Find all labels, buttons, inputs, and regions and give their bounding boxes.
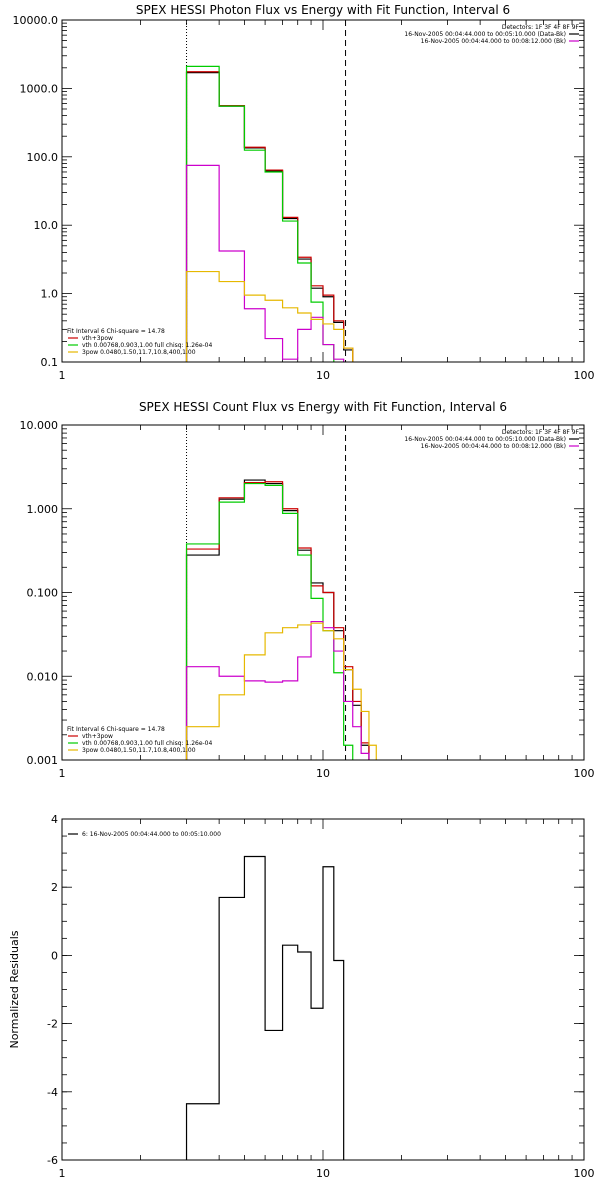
series-line-2 bbox=[185, 71, 354, 362]
y-tick-label: 10000.0 bbox=[13, 14, 59, 27]
chart-title: SPEX HESSI Photon Flux vs Energy with Fi… bbox=[136, 3, 510, 17]
series-line-3 bbox=[185, 482, 354, 760]
series-line-5 bbox=[185, 622, 377, 760]
legend-entry-right: 16-Nov-2005 00:04:44.000 to 00:08:12.000… bbox=[421, 443, 566, 450]
series-line-1 bbox=[185, 479, 370, 760]
x-tick-label: 10 bbox=[316, 369, 330, 382]
series-line-1 bbox=[185, 855, 345, 1160]
y-tick-label: -6 bbox=[47, 1154, 58, 1167]
x-tick-label: 1 bbox=[59, 1167, 66, 1180]
legend-entry-right: Detectors: 1F 3F 4F 8F 9F bbox=[502, 429, 580, 436]
plot-frame bbox=[61, 19, 585, 363]
y-tick-label: 1.0 bbox=[41, 288, 59, 301]
series-line-4 bbox=[185, 620, 370, 760]
y-tick-label: 2 bbox=[51, 881, 58, 894]
x-tick-label: 1 bbox=[59, 369, 66, 382]
y-tick-label: 1000.0 bbox=[20, 82, 59, 95]
legend-entry-left: 3pow 0.0480,1.50,11.7,10.8,400,1.00 bbox=[82, 747, 196, 754]
plot-frame bbox=[61, 424, 585, 761]
legend-entry-left: Fit Interval 6 Chi-square = 14.78 bbox=[67, 726, 165, 733]
series-line-5 bbox=[185, 270, 354, 362]
x-tick-label: 100 bbox=[574, 369, 595, 382]
y-tick-label: 1.000 bbox=[27, 503, 59, 516]
legend-entry-left: vth+3pow bbox=[82, 335, 113, 342]
y-tick-label: 0.001 bbox=[27, 754, 59, 767]
y-tick-label: 0.010 bbox=[27, 670, 59, 683]
y-tick-label: 10.000 bbox=[20, 419, 59, 432]
series-line-4 bbox=[185, 164, 345, 362]
legend-entry-right: 16-Nov-2005 00:04:44.000 to 00:05:10.000… bbox=[404, 31, 566, 38]
chart-panel-3: 1 10 100 -6 -4 -2 0 2 4 Normalized Residuals 6: 16… bbox=[8, 813, 595, 1180]
y-tick-label: -2 bbox=[47, 1018, 58, 1031]
chart-title: SPEX HESSI Count Flux vs Energy with Fit… bbox=[139, 400, 507, 414]
x-tick-label: 10 bbox=[316, 1167, 330, 1180]
chart-panel-1: SPEX HESSI Photon Flux vs Energy with Fi… bbox=[13, 3, 595, 382]
plot-frame bbox=[61, 818, 585, 1161]
y-tick-label: 100.0 bbox=[27, 151, 59, 164]
legend-entry-left: 6: 16-Nov-2005 00:04:44.000 to 00:05:10.… bbox=[82, 831, 221, 838]
y-axis-label: Normalized Residuals bbox=[8, 930, 21, 1048]
legend-entry-left: vth+3pow bbox=[82, 733, 113, 740]
chart-panel-2: SPEX HESSI Count Flux vs Energy with Fit… bbox=[20, 400, 595, 780]
legend-entry-right: Detectors: 1F 3F 4F 8F 9F bbox=[502, 24, 580, 31]
x-tick-label: 10 bbox=[316, 767, 330, 780]
x-tick-label: 100 bbox=[574, 767, 595, 780]
y-tick-label: 4 bbox=[51, 813, 58, 826]
legend-entry-left: vth 0.00768,0.903,1.00 full chisq: 1.26e… bbox=[82, 740, 213, 747]
x-tick-label: 1 bbox=[59, 767, 66, 780]
series-line-2 bbox=[185, 481, 370, 760]
legend-entry-left: Fit Interval 6 Chi-square = 14.78 bbox=[67, 328, 165, 335]
series-line-3 bbox=[185, 65, 335, 362]
y-tick-label: 0 bbox=[51, 949, 58, 962]
legend-entry-right: 16-Nov-2005 00:04:44.000 to 00:05:10.000… bbox=[404, 436, 566, 443]
y-tick-label: -4 bbox=[47, 1086, 58, 1099]
y-tick-label: 0.1 bbox=[41, 356, 59, 369]
legend-entry-left: 3pow 0.0480,1.50,11.7,10.8,400,1.00 bbox=[82, 349, 196, 356]
series-line-1 bbox=[185, 72, 354, 362]
y-tick-label: 0.100 bbox=[27, 587, 59, 600]
legend-entry-right: 16-Nov-2005 00:04:44.000 to 00:08:12.000… bbox=[421, 38, 566, 45]
x-tick-label: 100 bbox=[574, 1167, 595, 1180]
y-tick-label: 10.0 bbox=[34, 219, 59, 232]
legend-entry-left: vth 0.00768,0.903,1.00 full chisq: 1.26e… bbox=[82, 342, 213, 349]
